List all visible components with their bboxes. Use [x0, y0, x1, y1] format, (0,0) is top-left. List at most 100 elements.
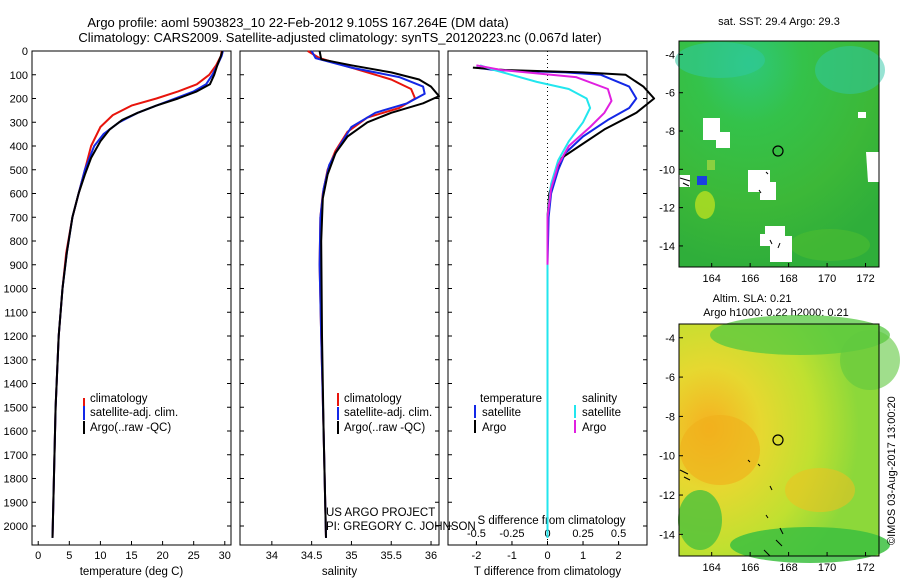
legend-label-temp-satellite: satellite — [482, 407, 521, 419]
y-tick-label: 1200 — [4, 331, 28, 343]
map-x-tick-label: 164 — [703, 562, 721, 574]
x-tick-label: 25 — [188, 550, 200, 562]
series-line-argo — [51, 50, 224, 538]
plot-area-temperature — [31, 50, 232, 546]
legend-label-sal-argo: Argo — [582, 422, 606, 434]
x-top-axis-label: S difference from climatology — [477, 515, 625, 527]
x-top-tick-label: 0.25 — [572, 528, 593, 540]
temperature-legend: climatology satellite-adj. clim. Argo(..… — [83, 393, 178, 434]
map-y-tick-label: -6 — [665, 372, 675, 384]
x-tick-label: 35 — [345, 550, 357, 562]
salinity-legend: climatology satellite-adj. clim. Argo(..… — [337, 393, 432, 434]
cloud-mask — [866, 152, 879, 182]
sst-warm-patch — [695, 191, 715, 219]
x-top-tick-label: -0.25 — [499, 528, 524, 540]
legend-label-satellite: satellite-adj. clim. — [90, 407, 178, 419]
legend-label-argo: Argo(..raw -QC) — [90, 422, 171, 434]
y-tick-label: 1600 — [4, 426, 28, 438]
sst-map-ticks: 164 166 168 170 172 -4 -6 -8 -10 -12 -14 — [659, 49, 875, 285]
y-tick-label: 200 — [10, 94, 28, 106]
legend-label-satellite: satellite-adj. clim. — [344, 407, 432, 419]
map-y-tick-label: -8 — [665, 411, 675, 423]
coastline — [679, 171, 781, 249]
y-tick-label: 900 — [10, 260, 28, 272]
x-axis-label: temperature (deg C) — [80, 566, 184, 578]
cloud-mask — [760, 226, 792, 262]
map-x-tick-label: 168 — [779, 562, 797, 574]
argo-location-marker — [772, 434, 784, 446]
legend-label-temp-argo: Argo — [482, 422, 506, 434]
x-axis-label: T difference from climatology — [474, 566, 621, 578]
map-y-tick-label: -8 — [665, 126, 675, 138]
sla-high-region — [785, 468, 855, 512]
map-x-tick-label: 166 — [741, 562, 759, 574]
map-y-tick-label: -4 — [665, 333, 675, 345]
legend-label-climatology: climatology — [90, 393, 148, 405]
x-tick-label: 10 — [94, 550, 106, 562]
map-y-tick-label: -10 — [659, 451, 675, 463]
sla-low-region — [730, 527, 890, 563]
figure-title-line1: Argo profile: aoml 5903823_10 22-Feb-201… — [87, 15, 508, 30]
x-top-tick-label: -0.5 — [467, 528, 486, 540]
map-x-tick-label: 168 — [779, 273, 797, 285]
sst-cool-patch — [675, 42, 765, 78]
map-x-tick-label: 164 — [703, 273, 721, 285]
y-tick-label: 1900 — [4, 497, 28, 509]
x-tick-label: 30 — [219, 550, 231, 562]
legend-title-temperature: temperature — [480, 393, 542, 405]
y-tick-label: 1400 — [4, 379, 28, 391]
plot-area-salinity — [239, 50, 440, 546]
sla-map — [678, 315, 900, 563]
x-tick-label: 1 — [580, 550, 586, 562]
imos-credit: ©IMOS 03-Aug-2017 13:00:20 — [886, 396, 898, 545]
sla-low-region — [840, 330, 900, 390]
difference-legend: temperature satellite Argo salinity sate… — [474, 393, 621, 434]
x-tick-label: 0 — [35, 550, 41, 562]
y-tick-label: 800 — [10, 236, 28, 248]
project-label: US ARGO PROJECT — [326, 507, 435, 519]
sla-low-region — [678, 490, 722, 550]
salinity-panel: 34 34.5 35 35.5 36 salinity — [239, 50, 440, 578]
sst-map — [675, 40, 885, 268]
x-tick-label: 20 — [156, 550, 168, 562]
y-tick-label: 700 — [10, 212, 28, 224]
x-tick-label: 35.5 — [381, 550, 402, 562]
legend-label-climatology: climatology — [344, 393, 402, 405]
x-tick-label: 34.5 — [301, 550, 322, 562]
y-tick-label: 500 — [10, 165, 28, 177]
y-tick-label: 100 — [10, 70, 28, 82]
sla-high-region — [680, 415, 760, 485]
series-line-sal_argo — [476, 64, 613, 265]
map-y-tick-label: -12 — [659, 490, 675, 502]
map-y-tick-label: -14 — [659, 241, 675, 253]
sst-warm-patch — [790, 229, 870, 261]
sla-map-title1: Altim. SLA: 0.21 — [713, 293, 792, 305]
sst-warm-pixel — [707, 160, 715, 170]
legend-label-sal-satellite: satellite — [582, 407, 621, 419]
y-tick-label: 1700 — [4, 450, 28, 462]
y-tick-label: 1800 — [4, 474, 28, 486]
map-x-tick-label: 170 — [818, 562, 836, 574]
y-tick-label: 400 — [10, 141, 28, 153]
sst-cold-pixel — [697, 176, 707, 185]
map-x-tick-label: 170 — [818, 273, 836, 285]
map-x-tick-label: 166 — [741, 273, 759, 285]
map-y-tick-label: -6 — [665, 88, 675, 100]
cloud-mask — [703, 118, 730, 148]
x-tick-label: 15 — [125, 550, 137, 562]
series-line-satellite — [310, 50, 426, 538]
x-tick-label: 34 — [266, 550, 278, 562]
sla-map-frame — [678, 323, 880, 557]
y-tick-label: 0 — [22, 46, 28, 58]
x-tick-label: 36 — [425, 550, 437, 562]
legend-label-argo: Argo(..raw -QC) — [344, 422, 425, 434]
x-tick-label: -1 — [507, 550, 517, 562]
y-tick-label: 300 — [10, 117, 28, 129]
x-tick-label: -2 — [472, 550, 482, 562]
figure-title-line2: Climatology: CARS2009. Satellite-adjuste… — [78, 30, 601, 45]
temperature-panel: 0 5 10 15 20 25 300100200300400500600700800900… — [4, 46, 232, 578]
y-tick-label: 600 — [10, 189, 28, 201]
pi-label: PI: GREGORY C. JOHNSON — [326, 521, 476, 533]
cloud-mask — [858, 112, 866, 118]
